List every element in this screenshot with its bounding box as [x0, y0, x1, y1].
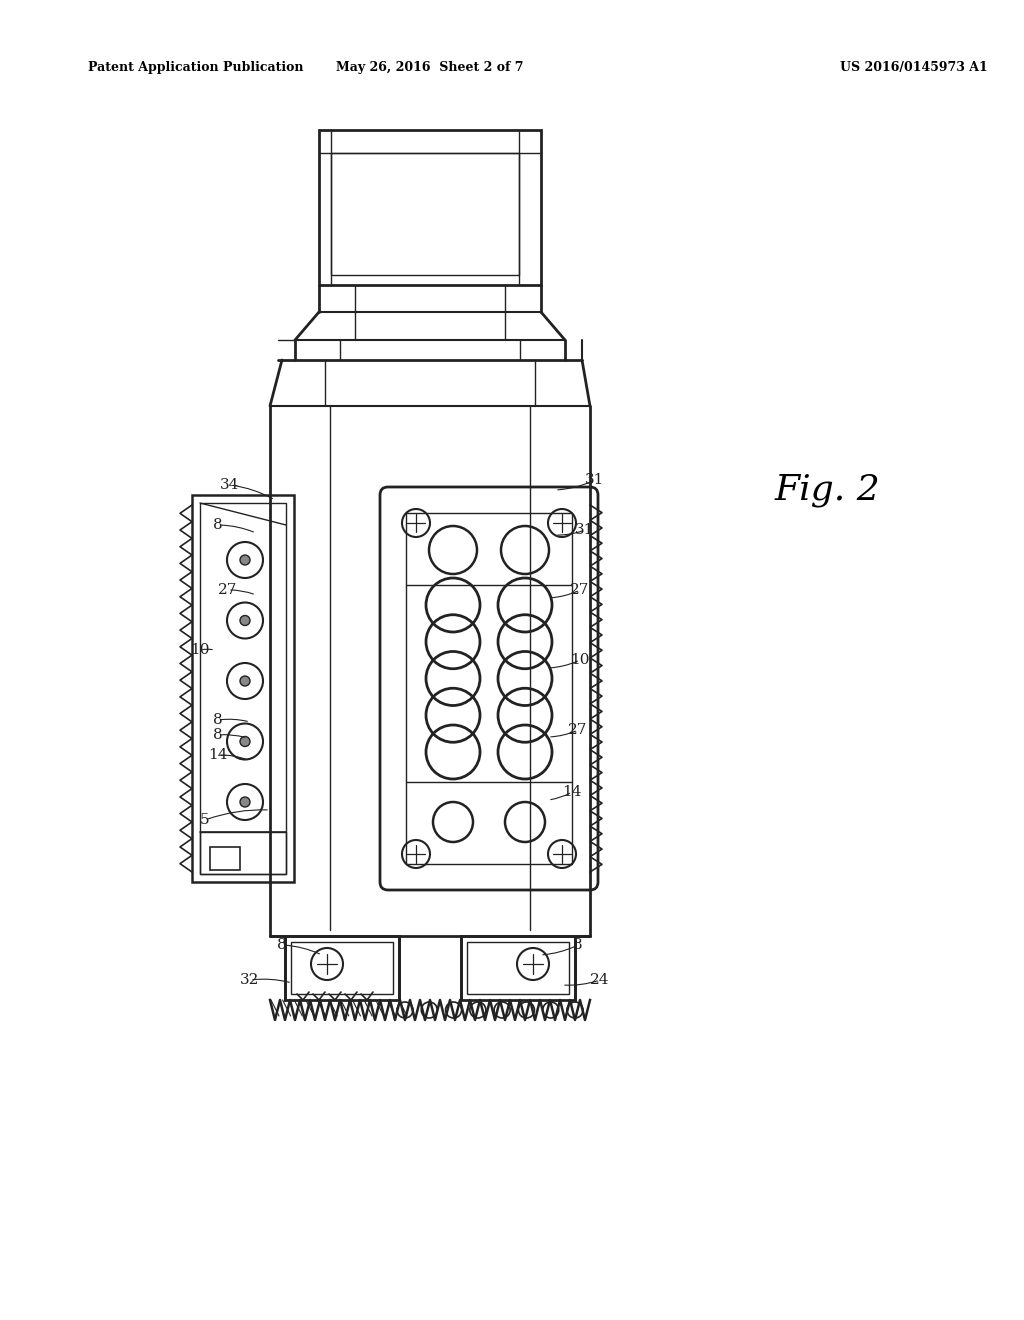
Text: 8: 8: [213, 713, 223, 727]
Bar: [210, 847, 240, 870]
Text: 31: 31: [586, 473, 605, 487]
Text: US 2016/0145973 A1: US 2016/0145973 A1: [840, 62, 988, 74]
Circle shape: [240, 554, 250, 565]
Text: 8: 8: [573, 939, 583, 952]
Circle shape: [240, 737, 250, 747]
Text: May 26, 2016  Sheet 2 of 7: May 26, 2016 Sheet 2 of 7: [336, 62, 523, 74]
Text: 34: 34: [220, 478, 240, 492]
Text: 5: 5: [200, 813, 210, 828]
Bar: [467, 942, 569, 994]
Bar: [200, 832, 286, 874]
Bar: [291, 942, 393, 994]
Bar: [406, 513, 572, 865]
Circle shape: [240, 797, 250, 807]
Bar: [193, 495, 294, 882]
Text: 27: 27: [218, 583, 238, 597]
Bar: [331, 153, 519, 275]
Text: 31: 31: [575, 523, 595, 537]
Text: 24: 24: [590, 973, 609, 987]
Text: 14: 14: [208, 748, 227, 762]
Text: Fig. 2: Fig. 2: [775, 473, 881, 507]
Circle shape: [240, 676, 250, 686]
Text: 8: 8: [213, 517, 223, 532]
Text: 14: 14: [562, 785, 582, 799]
Text: 8: 8: [213, 729, 223, 742]
Text: 27: 27: [570, 583, 590, 597]
Bar: [200, 503, 286, 874]
Text: 8: 8: [278, 939, 287, 952]
Text: 32: 32: [241, 973, 260, 987]
Bar: [319, 129, 541, 285]
Text: 10: 10: [190, 643, 210, 657]
Bar: [285, 936, 399, 1001]
Bar: [461, 936, 575, 1001]
Text: 27: 27: [568, 723, 588, 737]
Circle shape: [240, 615, 250, 626]
Text: Patent Application Publication: Patent Application Publication: [88, 62, 303, 74]
Text: 10: 10: [570, 653, 590, 667]
